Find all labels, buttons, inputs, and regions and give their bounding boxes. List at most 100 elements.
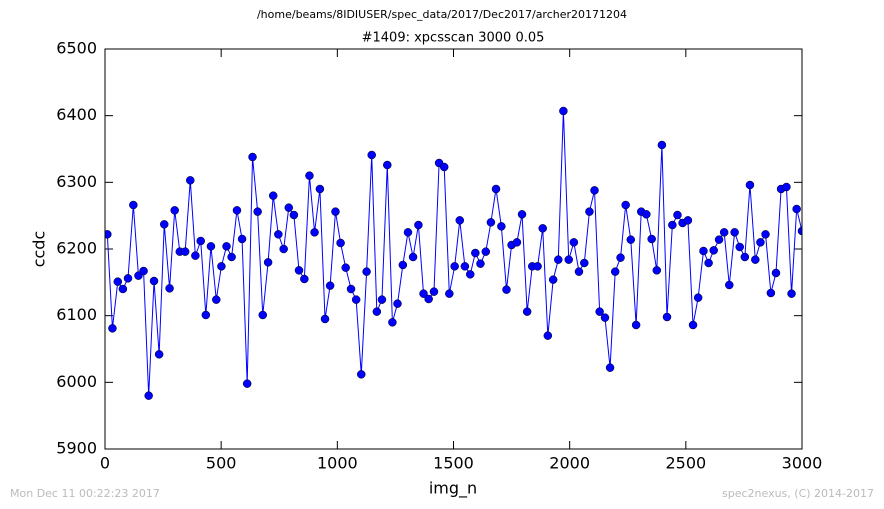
data-point: [346, 284, 356, 294]
data-point: [621, 200, 630, 210]
data-point: [699, 246, 708, 256]
data-point: [502, 285, 511, 294]
data-point: [683, 216, 693, 225]
y-tick-label: 6500: [56, 39, 97, 58]
data-point: [725, 280, 734, 290]
data-point: [605, 363, 615, 372]
data-point: [331, 207, 340, 216]
data-point: [486, 218, 496, 227]
data-point: [424, 294, 433, 304]
data-point: [300, 274, 309, 284]
data-point: [315, 184, 325, 194]
data-point: [362, 267, 371, 276]
data-point: [751, 255, 760, 264]
data-point: [372, 307, 382, 316]
data-point: [688, 320, 698, 330]
data-point: [206, 242, 216, 251]
data-point: [559, 106, 568, 116]
data-point: [377, 295, 387, 304]
data-point: [383, 160, 392, 170]
data-point: [522, 307, 532, 316]
data-point: [476, 259, 485, 268]
data-point: [647, 234, 656, 244]
footer-timestamp: Mon Dec 11 00:22:23 2017: [10, 487, 160, 500]
data-point: [253, 207, 262, 216]
y-tick-label: 6000: [56, 372, 97, 391]
data-point: [719, 228, 729, 237]
data-point: [533, 262, 542, 271]
y-tick-label: 5900: [56, 439, 97, 458]
data-point: [512, 238, 522, 247]
data-point: [263, 258, 273, 267]
data-point: [543, 331, 553, 340]
data-point: [657, 140, 667, 150]
data-point: [123, 274, 133, 283]
data-point: [212, 295, 221, 304]
data-point: [554, 255, 563, 264]
plot-frame: [104, 48, 803, 450]
data-point: [367, 150, 376, 160]
data-point: [564, 255, 573, 264]
data-point: [497, 222, 506, 231]
data-point: [600, 313, 610, 322]
y-tick-label: 6100: [56, 305, 97, 324]
data-point: [574, 267, 584, 276]
data-point: [113, 277, 123, 286]
data-point: [491, 184, 501, 194]
data-point: [538, 224, 547, 233]
data-point: [217, 262, 226, 271]
data-point: [289, 210, 299, 220]
chart-title: #1409: xpcsscan 3000 0.05: [362, 31, 545, 46]
data-point: [180, 247, 190, 256]
data-point: [730, 228, 739, 237]
data-point: [108, 324, 117, 333]
data-point: [258, 310, 268, 320]
data-point: [673, 210, 682, 220]
data-point: [756, 238, 765, 247]
data-point: [652, 266, 662, 275]
data-point: [704, 258, 713, 268]
data-point: [517, 210, 527, 219]
x-axis-label: img_n: [429, 479, 477, 499]
data-point: [237, 234, 247, 244]
data-point: [797, 226, 802, 236]
data-point: [357, 370, 366, 379]
data-point: [398, 260, 408, 270]
data-point: [393, 299, 402, 308]
x-tick-label: 3000: [782, 454, 823, 473]
data-point: [414, 220, 423, 230]
data-point: [709, 246, 718, 255]
data-point: [118, 284, 128, 294]
data-point: [626, 235, 636, 244]
data-point: [668, 220, 677, 230]
x-tick-label: 1500: [433, 454, 474, 473]
data-point: [154, 350, 164, 359]
data-point: [165, 284, 174, 293]
data-point: [186, 176, 195, 185]
data-point: [274, 230, 283, 239]
data-point: [191, 251, 200, 260]
data-point: [455, 216, 465, 225]
data-point: [662, 312, 672, 322]
data-point: [610, 267, 620, 276]
data-point: [222, 242, 231, 251]
data-point: [310, 228, 319, 237]
data-point: [419, 289, 428, 298]
data-point: [439, 162, 449, 172]
data-point: [761, 230, 770, 239]
data-point: [782, 182, 791, 192]
data-point: [590, 186, 599, 195]
data-point: [388, 318, 397, 327]
data-point: [227, 252, 236, 262]
data-point: [196, 236, 205, 246]
data-point: [105, 230, 112, 239]
data-point: [714, 235, 724, 244]
data-line: [106, 110, 802, 396]
data-point: [268, 191, 278, 200]
data-point: [735, 242, 744, 252]
y-tick-label: 6200: [56, 239, 97, 258]
x-tick-label: 2500: [665, 454, 706, 473]
data-point: [465, 270, 475, 279]
data-point: [305, 171, 314, 180]
